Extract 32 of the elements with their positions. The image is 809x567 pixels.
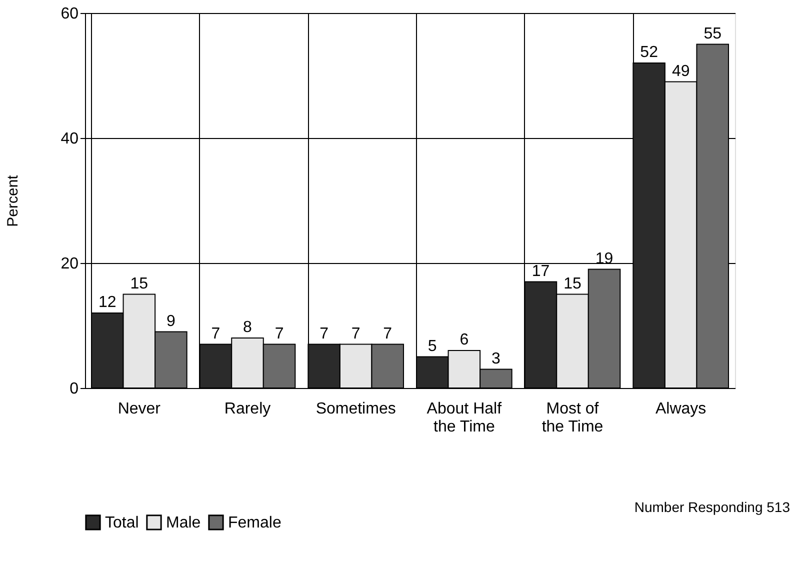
data-label: 6 xyxy=(460,332,469,348)
y-tick-label: 20 xyxy=(60,256,79,272)
data-label: 15 xyxy=(564,275,582,292)
data-label: 55 xyxy=(704,25,722,42)
x-tick-label: About Half the Time xyxy=(426,400,502,436)
y-axis-title: Percent xyxy=(4,174,22,227)
x-tick-label: Rarely xyxy=(224,400,271,418)
data-label: 7 xyxy=(351,325,360,342)
data-label: 9 xyxy=(166,312,176,330)
y-tick-label: 60 xyxy=(60,6,79,22)
x-tick-label: Sometimes xyxy=(316,400,396,418)
data-label: 3 xyxy=(491,350,500,368)
data-label: 7 xyxy=(274,325,284,342)
data-label: 7 xyxy=(383,325,392,342)
data-label: 49 xyxy=(672,62,690,80)
data-label: 17 xyxy=(532,262,550,280)
data-label: 15 xyxy=(130,275,148,292)
data-label: 5 xyxy=(428,338,437,355)
data-label: 7 xyxy=(211,325,220,342)
y-tick-label: 0 xyxy=(70,380,79,398)
x-tick-label: Never xyxy=(118,400,162,418)
data-label: 7 xyxy=(320,325,329,342)
legend-label: Female xyxy=(228,514,282,532)
legend-label: Total xyxy=(105,514,139,532)
legend-label: Male xyxy=(166,514,201,532)
data-label: 52 xyxy=(640,44,658,61)
text: Number Responding 513 xyxy=(634,499,790,515)
x-tick-label: Most of the Time xyxy=(542,400,604,436)
data-label: 8 xyxy=(243,319,252,336)
data-label: 12 xyxy=(98,294,116,311)
y-tick-label: 40 xyxy=(60,130,79,148)
x-tick-label: Always xyxy=(655,400,706,418)
